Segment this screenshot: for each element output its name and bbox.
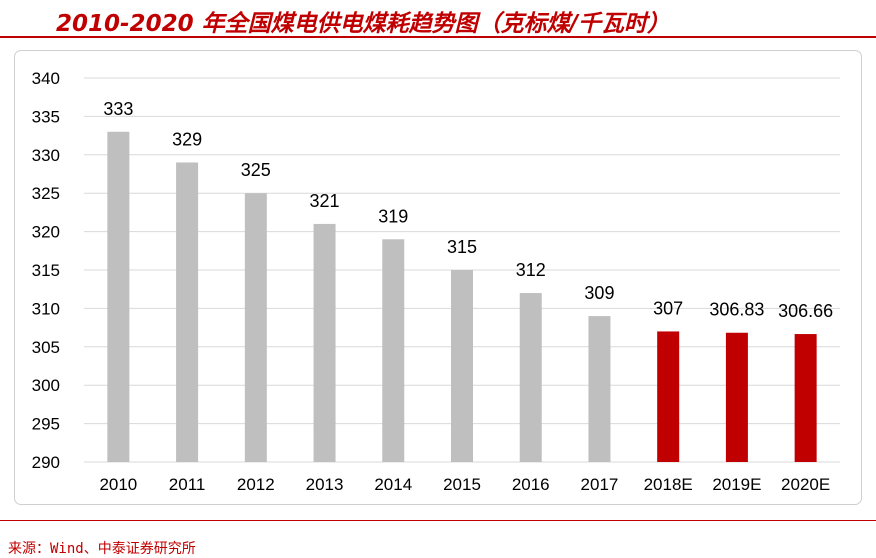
y-axis-ticks: 290 295 300 305 310 315 320 325 330 335 340: [32, 69, 60, 472]
bar-2016: [519, 293, 542, 462]
x-tick-label: 2012: [237, 475, 275, 494]
x-tick-label: 2019E: [712, 475, 761, 494]
bar-2017: [588, 316, 611, 462]
data-label: 329: [172, 129, 202, 149]
y-tick-label: 315: [32, 261, 60, 280]
y-tick-label: 310: [32, 299, 60, 318]
bar-2018e: [657, 331, 680, 462]
bar-2014: [382, 239, 405, 462]
bar-2011: [176, 162, 199, 463]
data-label: 319: [378, 206, 408, 226]
bar-2015: [451, 270, 473, 462]
x-tick-label: 2010: [99, 475, 137, 494]
source-note: 来源：Wind、中泰证券研究所: [8, 541, 196, 557]
y-tick-label: 320: [32, 223, 60, 242]
y-tick-label: 295: [32, 415, 60, 434]
chart-frame: [14, 50, 862, 505]
y-tick-label: 330: [32, 146, 60, 165]
x-tick-label: 2018E: [644, 475, 693, 494]
data-label: 321: [310, 191, 340, 211]
y-tick-label: 325: [32, 184, 60, 203]
bar-2019e: [725, 332, 748, 462]
data-label: 307: [653, 298, 683, 318]
x-tick-label: 2017: [581, 475, 619, 494]
title-divider: [0, 36, 876, 38]
data-label: 333: [103, 99, 133, 119]
bars: [107, 131, 817, 463]
y-tick-label: 340: [32, 69, 60, 88]
bar-2013: [313, 223, 336, 462]
data-label: 315: [447, 237, 477, 257]
bar-2012: [244, 193, 267, 462]
data-labels: 333 329 325 321 319 315 312 309 307 306.83 306.66: [103, 99, 833, 321]
data-label: 312: [516, 260, 546, 280]
y-tick-label: 300: [32, 376, 60, 395]
x-tick-label: 2013: [306, 475, 344, 494]
y-tick-label: 290: [32, 453, 60, 472]
data-label: 325: [241, 160, 271, 180]
source-divider: [0, 520, 876, 521]
x-tick-label: 2020E: [781, 475, 830, 494]
data-label: 306.66: [778, 301, 833, 321]
chart-title: 2010-2020 年全国煤电供电煤耗趋势图（克标煤/千瓦时）: [56, 11, 670, 37]
data-label: 306.83: [709, 300, 764, 320]
x-tick-label: 2015: [443, 475, 481, 494]
data-label: 309: [584, 283, 614, 303]
x-tick-label: 2016: [512, 475, 550, 494]
bar-2010: [107, 131, 130, 462]
bar-2020e: [794, 334, 817, 462]
x-axis-ticks: 2010 2011 2012 2013 2014 2015 2016 2017 2018E 201…: [99, 475, 830, 494]
x-tick-label: 2014: [374, 475, 412, 494]
y-tick-label: 335: [32, 107, 60, 126]
x-tick-label: 2011: [169, 475, 206, 494]
y-tick-label: 305: [32, 338, 60, 357]
